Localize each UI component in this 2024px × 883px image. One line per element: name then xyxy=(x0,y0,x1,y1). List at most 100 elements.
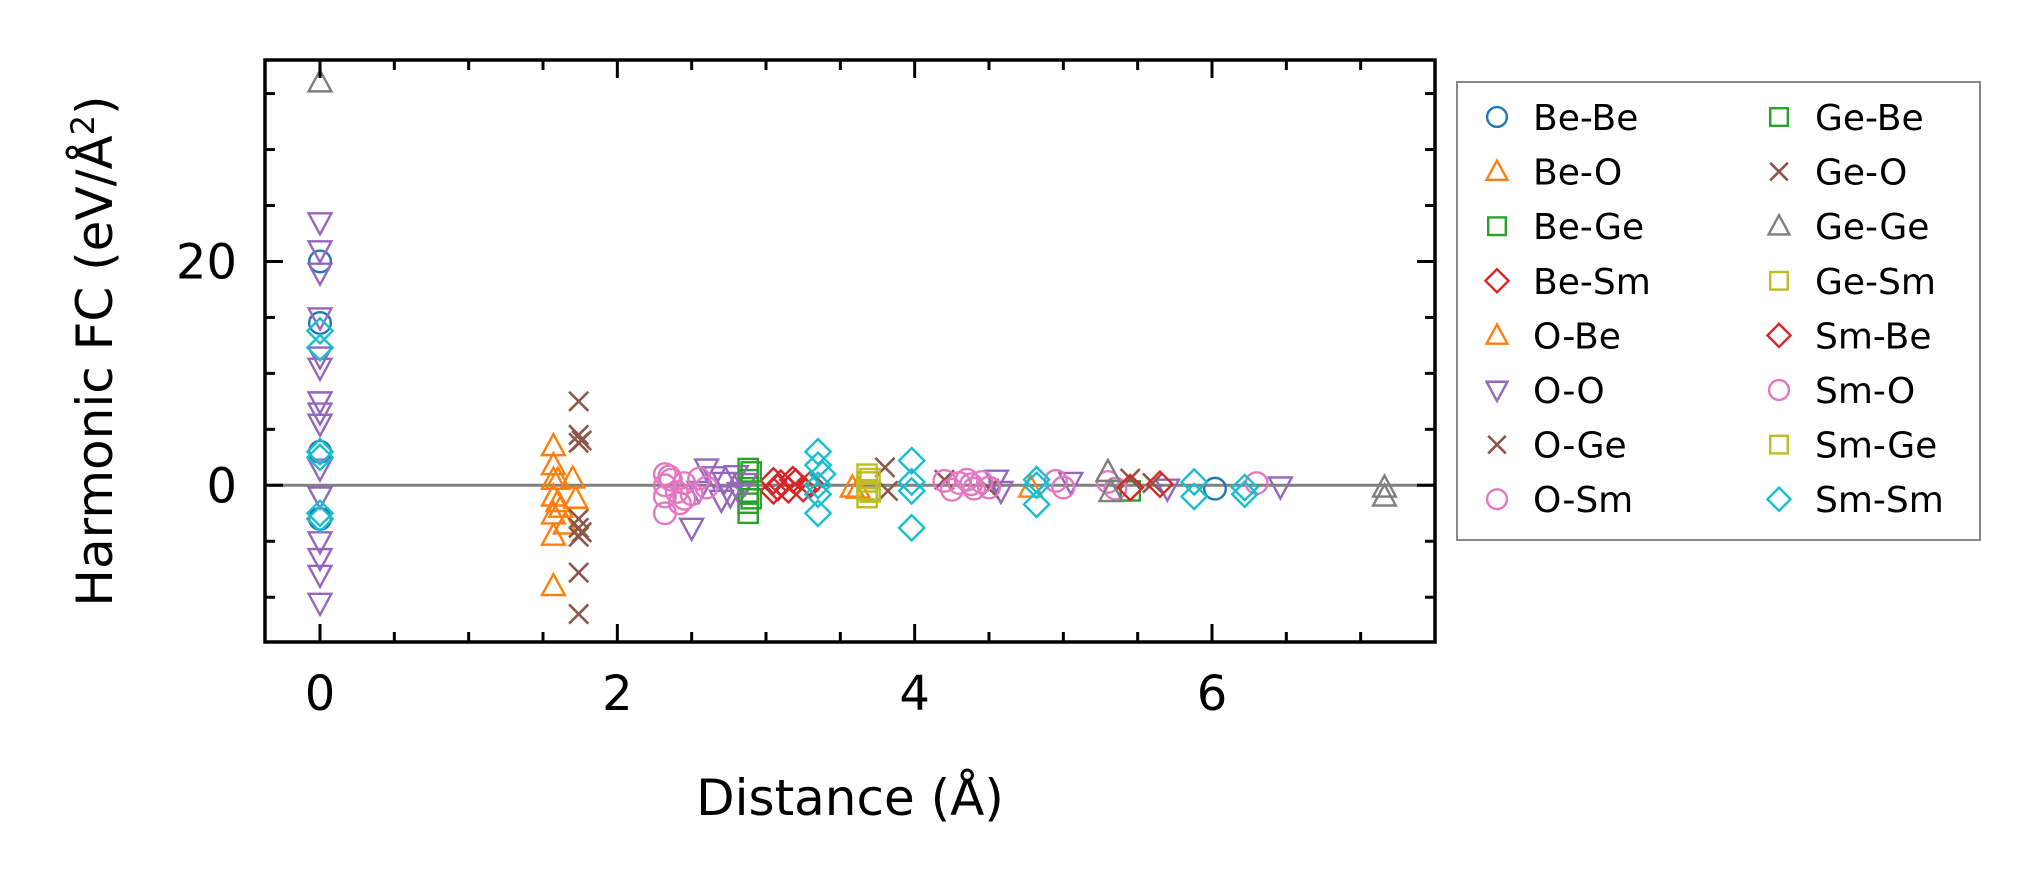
legend-item: Sm-Ge xyxy=(1768,426,1937,467)
data-point xyxy=(305,498,335,528)
legend-label: O-Sm xyxy=(1533,480,1633,521)
legend-item: Be-Sm xyxy=(1483,262,1651,303)
y-axis-title-base: Harmonic FC (eV/Å xyxy=(66,135,124,606)
series-sm-o xyxy=(657,464,984,511)
data-point xyxy=(571,430,593,452)
legend-marker xyxy=(1765,322,1793,349)
data-point xyxy=(306,240,334,265)
data-point xyxy=(897,476,926,506)
series-sm-ge xyxy=(859,481,881,503)
legend-item: Be-O xyxy=(1484,153,1622,194)
data-point xyxy=(1145,469,1175,499)
legend-label: Be-Be xyxy=(1533,98,1638,139)
data-point xyxy=(664,480,689,505)
legend-marker xyxy=(1486,216,1507,237)
data-point xyxy=(737,502,759,525)
legend-item: Ge-Sm xyxy=(1768,262,1936,303)
data-point xyxy=(740,461,762,483)
data-point xyxy=(568,562,590,584)
data-point xyxy=(1022,490,1051,519)
data-point xyxy=(306,262,334,288)
legend-marker xyxy=(1484,321,1510,345)
x-tick-label: 0 xyxy=(305,666,336,722)
data-point xyxy=(1022,471,1051,500)
data-point xyxy=(1230,473,1260,502)
legend-marker xyxy=(1768,270,1789,291)
data-point xyxy=(308,439,333,464)
data-point xyxy=(693,458,720,484)
y-tick-label: 20 xyxy=(176,234,237,290)
y-axis-title-tail: ) xyxy=(66,95,124,115)
legend-item: Sm-O xyxy=(1767,371,1915,412)
x-tick-label: 2 xyxy=(602,666,633,722)
legend-label: O-Ge xyxy=(1533,426,1627,467)
data-point xyxy=(774,475,803,505)
data-point xyxy=(1142,472,1164,494)
data-point xyxy=(1371,473,1398,498)
legend-marker xyxy=(1768,106,1789,127)
data-point xyxy=(306,307,334,332)
y-axis-title-superscript: 2 xyxy=(64,115,102,135)
data-point xyxy=(305,316,335,346)
legend-label: Ge-Be xyxy=(1815,98,1924,139)
series-sm-be xyxy=(763,465,1175,502)
data-point xyxy=(897,513,926,543)
data-point xyxy=(874,456,896,478)
data-point xyxy=(559,464,587,489)
data-point xyxy=(306,212,334,237)
data-point xyxy=(306,592,334,618)
legend-marker xyxy=(1766,212,1792,236)
data-point xyxy=(954,467,979,492)
plot-frame xyxy=(263,58,1437,644)
data-point xyxy=(687,466,712,491)
data-point xyxy=(562,484,590,509)
legend-item: O-Be xyxy=(1484,316,1621,357)
legend-marker xyxy=(1765,485,1793,513)
data-point xyxy=(568,424,590,446)
data-point xyxy=(1266,476,1294,501)
data-point xyxy=(305,443,335,472)
legend-label: O-Be xyxy=(1533,316,1621,357)
data-point xyxy=(1179,482,1209,511)
data-point xyxy=(1230,479,1260,509)
data-point xyxy=(539,571,567,597)
data-point xyxy=(678,517,706,543)
legend-item: O-O xyxy=(1484,371,1605,412)
legend-label: Ge-Sm xyxy=(1815,262,1936,303)
data-point xyxy=(877,480,899,502)
legend-label: Sm-Sm xyxy=(1815,480,1944,521)
data-point xyxy=(306,458,334,484)
data-point xyxy=(737,457,759,480)
series-ge-o xyxy=(571,430,593,543)
legend-item: O-Ge xyxy=(1487,426,1627,467)
data-point xyxy=(672,486,697,511)
data-point xyxy=(1097,477,1125,503)
legend-label: Sm-Ge xyxy=(1815,426,1937,467)
legend-label: O-O xyxy=(1533,371,1605,412)
data-points xyxy=(305,67,1398,625)
data-point xyxy=(551,509,579,535)
legend-item: Be-Be xyxy=(1485,98,1638,139)
data-point xyxy=(308,249,333,274)
legend-marker xyxy=(1484,380,1510,404)
data-point xyxy=(959,472,984,497)
data-point xyxy=(763,473,793,502)
data-point xyxy=(539,465,567,490)
data-point xyxy=(568,603,590,625)
legend-marker xyxy=(1484,158,1510,182)
legend-box xyxy=(1456,81,1981,541)
data-point xyxy=(694,475,719,500)
data-point xyxy=(1051,475,1076,500)
data-point xyxy=(788,474,818,503)
series-ge-ge xyxy=(306,67,1398,507)
data-point xyxy=(740,487,762,510)
data-point xyxy=(1103,476,1128,501)
y-tick-label: 0 xyxy=(206,458,237,514)
data-point xyxy=(306,564,334,590)
legend-label: Be-Ge xyxy=(1533,207,1644,248)
data-point xyxy=(1057,471,1085,497)
data-point xyxy=(962,476,987,501)
x-tick-label: 6 xyxy=(1197,666,1228,722)
data-point xyxy=(803,498,833,528)
